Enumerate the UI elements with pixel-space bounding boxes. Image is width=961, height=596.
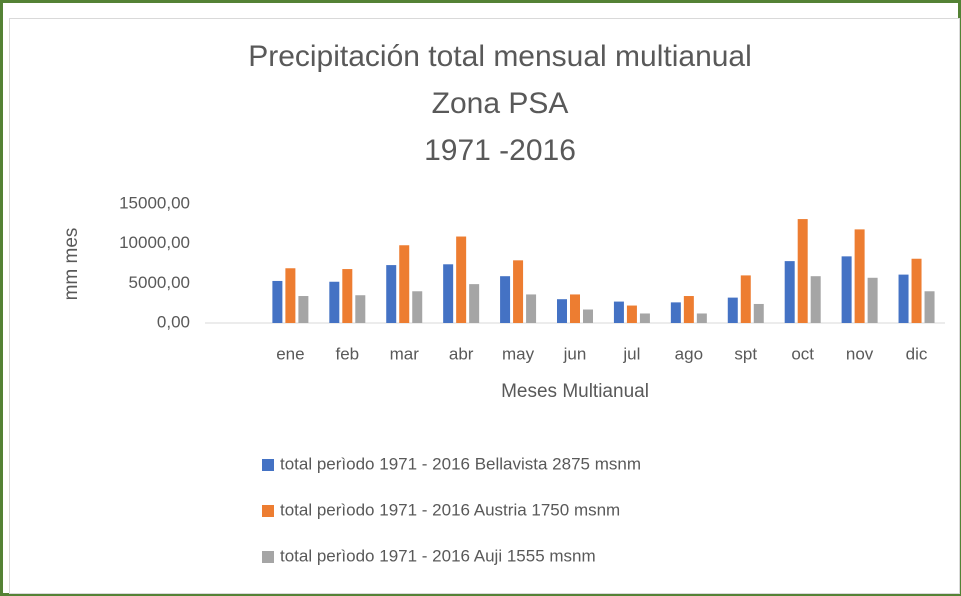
x-tick-label: may: [502, 344, 535, 363]
y-tick-label: 10000,00: [119, 233, 190, 252]
bar: [583, 309, 593, 323]
bar: [898, 274, 909, 323]
x-tick-label: ago: [675, 344, 703, 363]
bar: [456, 236, 467, 323]
bar: [740, 275, 751, 323]
bar: [399, 245, 410, 323]
bar: [810, 276, 821, 323]
y-tick-label: 15000,00: [119, 193, 190, 212]
legend-label: total perìodo 1971 - 2016 Bellavista 287…: [280, 454, 641, 473]
y-tick-label: 5000,00: [129, 273, 190, 292]
bar: [443, 264, 454, 323]
bar: [854, 229, 865, 323]
bar: [784, 261, 795, 323]
x-tick-label: spt: [734, 344, 757, 363]
x-tick-label: jul: [622, 344, 640, 363]
x-tick-label: dic: [906, 344, 928, 363]
bar: [500, 276, 511, 323]
y-axis-title: mm mes: [61, 228, 82, 301]
bar: [924, 291, 935, 323]
bar: [272, 280, 283, 323]
legend-swatch: [262, 551, 274, 563]
bar: [911, 258, 922, 323]
bar: [570, 294, 580, 323]
chart-title: Precipitación total mensual multianual: [248, 40, 752, 73]
bar: [285, 268, 296, 323]
bar: [513, 260, 524, 323]
chart-title: 1971 -2016: [424, 134, 576, 167]
legend-label: total perìodo 1971 - 2016 Auji 1555 msnm: [280, 546, 596, 565]
bar: [329, 281, 340, 323]
bar: [412, 291, 423, 323]
bar: [696, 313, 707, 323]
bar: [386, 265, 397, 323]
bar: [557, 299, 567, 323]
bar: [867, 277, 878, 323]
bar: [683, 296, 694, 323]
bar: [797, 219, 808, 323]
x-tick-label: abr: [449, 344, 474, 363]
x-tick-label: oct: [791, 344, 814, 363]
legend-swatch: [262, 459, 274, 471]
y-tick-label: 0,00: [157, 312, 190, 331]
legend-swatch: [262, 505, 274, 517]
bar: [355, 295, 366, 323]
bar: [670, 302, 681, 323]
bar: [727, 297, 738, 323]
x-tick-label: jun: [563, 344, 587, 363]
bar: [639, 313, 650, 323]
bar: [626, 305, 637, 323]
bar: [469, 284, 480, 323]
bar: [753, 303, 764, 323]
x-axis-title: Meses Multianual: [501, 381, 649, 402]
x-tick-label: mar: [390, 344, 420, 363]
bar: [613, 301, 624, 323]
bar: [298, 296, 309, 323]
x-tick-label: ene: [276, 344, 304, 363]
bar: [526, 294, 537, 323]
x-tick-label: nov: [846, 344, 874, 363]
x-tick-label: feb: [335, 344, 359, 363]
bar: [342, 269, 353, 323]
chart-title: Zona PSA: [432, 87, 569, 120]
legend-label: total perìodo 1971 - 2016 Austria 1750 m…: [280, 500, 620, 519]
bar: [841, 256, 852, 323]
